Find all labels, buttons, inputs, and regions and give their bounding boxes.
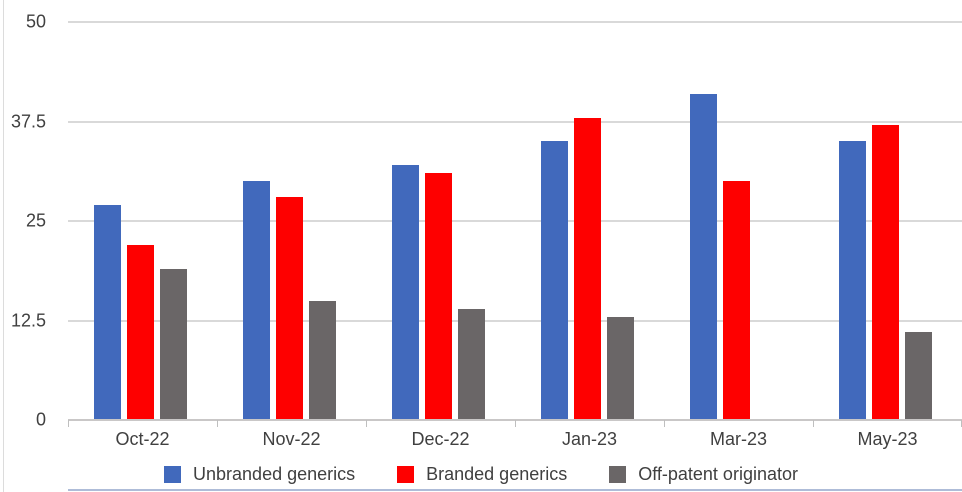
- bar-branded-generics: [574, 117, 601, 420]
- bar-branded-generics: [425, 173, 452, 420]
- legend-label: Unbranded generics: [193, 464, 356, 484]
- bar-off-patent-originator: [309, 300, 336, 420]
- bar-off-patent-originator: [458, 308, 485, 420]
- bar-branded-generics: [276, 197, 303, 420]
- y-axis-tick-label: 0: [35, 409, 46, 430]
- gridline: [68, 21, 962, 23]
- y-axis-tick-label: 25: [25, 210, 46, 231]
- x-axis-tick: [664, 420, 665, 427]
- bottom-border-line: [68, 489, 962, 491]
- bar-branded-generics: [872, 125, 899, 420]
- y-axis-tick-label: 37.5: [10, 111, 46, 131]
- legend: Unbranded generics Branded generics Off-pa…: [0, 464, 962, 485]
- y-axis-tick-label: 12.5: [10, 310, 46, 330]
- x-axis-category-label: Nov-22: [262, 429, 321, 449]
- bar-off-patent-originator: [607, 316, 634, 420]
- x-axis-tick: [515, 420, 516, 427]
- x-axis-category-label: Mar-23: [709, 429, 768, 449]
- bar-unbranded-generics: [690, 93, 717, 420]
- bar-unbranded-generics: [392, 165, 419, 420]
- legend-label: Off-patent originator: [638, 464, 798, 484]
- legend-item: Unbranded generics: [164, 464, 355, 485]
- legend-item: Off-patent originator: [609, 464, 798, 485]
- bar-off-patent-originator: [905, 332, 932, 420]
- bar-branded-generics: [127, 244, 154, 420]
- x-axis-category-label: Dec-22: [411, 429, 470, 449]
- x-axis-category-label: Jan-23: [561, 429, 618, 449]
- legend-item: Branded generics: [397, 464, 567, 485]
- legend-swatch: [164, 466, 182, 483]
- bar-off-patent-originator: [160, 268, 187, 420]
- bar-unbranded-generics: [839, 141, 866, 420]
- gridline: [68, 319, 962, 322]
- bar-unbranded-generics: [243, 181, 270, 420]
- legend-swatch: [397, 466, 415, 483]
- x-axis-category-label: May-23: [857, 429, 918, 449]
- x-axis-tick: [68, 420, 69, 427]
- left-frame-line: [3, 0, 4, 492]
- x-axis-tick: [813, 420, 814, 427]
- bar-unbranded-generics: [94, 205, 121, 420]
- gridline: [68, 220, 962, 222]
- bar-branded-generics: [723, 181, 750, 420]
- x-axis-tick: [366, 420, 367, 427]
- legend-label: Branded generics: [426, 464, 568, 484]
- y-axis-tick-label: 50: [25, 11, 46, 32]
- gridline: [68, 120, 962, 123]
- x-axis-tick: [217, 420, 218, 427]
- x-axis-category-label: Oct-22: [115, 429, 170, 449]
- bar-unbranded-generics: [541, 141, 568, 420]
- legend-swatch: [609, 466, 627, 483]
